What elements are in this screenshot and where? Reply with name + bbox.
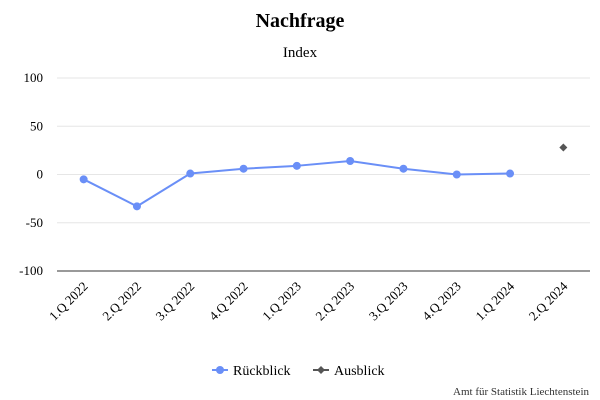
data-point-marker[interactable]	[292, 161, 301, 170]
x-axis-ticks: 1.Q 2022 2.Q 2022 3.Q 2022 4.Q 2022 1.Q 2023…	[46, 278, 571, 323]
x-tick-label: 2.Q 2024	[526, 278, 571, 323]
x-tick-label: 4.Q 2022	[206, 279, 251, 324]
legend-marker	[317, 366, 325, 374]
x-tick-label: 2.Q 2022	[99, 279, 144, 324]
x-tick-label: 3.Q 2023	[366, 279, 411, 324]
y-tick-label: 100	[24, 70, 44, 85]
data-point-marker[interactable]	[399, 164, 408, 173]
credit-text: Amt für Statistik Liechtenstein	[453, 386, 589, 398]
x-tick-label: 2.Q 2023	[312, 279, 357, 324]
y-axis-ticks: 100 50 0 -50 -100	[19, 70, 43, 278]
legend-item[interactable]: Rückblick	[212, 364, 291, 379]
y-tick-label: -50	[26, 215, 43, 230]
chart-title: Nachfrage	[256, 10, 345, 32]
data-point-marker[interactable]	[239, 164, 248, 173]
legend-marker	[216, 366, 224, 374]
data-point-marker[interactable]	[559, 143, 568, 152]
y-tick-label: 0	[37, 167, 44, 182]
data-point-marker[interactable]	[186, 169, 195, 178]
grid	[57, 77, 590, 224]
y-tick-label: 50	[30, 118, 43, 133]
y-tick-label: -100	[19, 263, 43, 278]
legend-item[interactable]: Ausblick	[313, 364, 385, 379]
data-point-marker[interactable]	[346, 156, 355, 165]
legend-label: Rückblick	[233, 364, 291, 379]
chart-subtitle: Index	[283, 45, 318, 61]
legend: Rückblick Ausblick	[212, 364, 385, 379]
data-point-marker[interactable]	[452, 170, 461, 179]
x-tick-label: 4.Q 2023	[419, 279, 464, 324]
data-point-marker[interactable]	[132, 202, 141, 211]
data-point-marker[interactable]	[506, 169, 515, 178]
x-tick-label: 1.Q 2024	[472, 278, 517, 323]
legend-label: Ausblick	[334, 364, 385, 379]
x-tick-label: 1.Q 2023	[259, 279, 304, 324]
data-point-marker[interactable]	[79, 175, 88, 184]
series-layer	[79, 143, 568, 211]
x-tick-label: 3.Q 2022	[153, 279, 198, 324]
x-tick-label: 1.Q 2022	[46, 279, 91, 324]
